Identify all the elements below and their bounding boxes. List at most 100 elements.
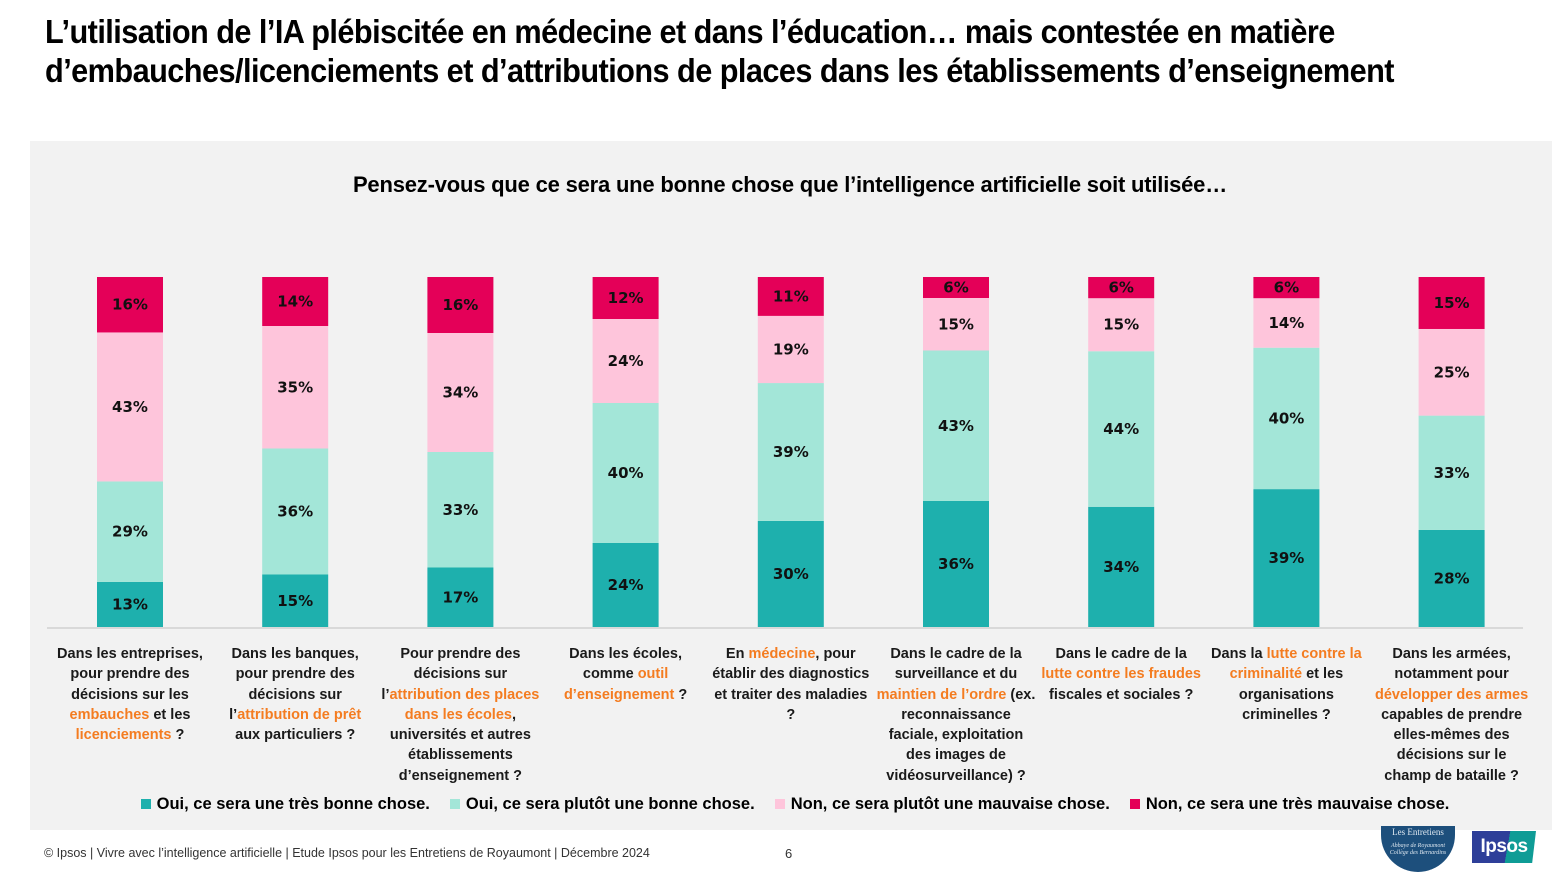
highlighted-text: développer des armes (1375, 686, 1529, 703)
legend-label: Non, ce sera plutôt une mauvaise chose. (790, 795, 1110, 813)
bar-segment (1088, 277, 1155, 299)
data-label: 39% (773, 443, 809, 461)
page-number: 6 (785, 846, 793, 861)
label-text: Dans la (1211, 646, 1267, 662)
highlighted-text: lutte contre les fraudes (1041, 666, 1201, 683)
data-label: 40% (608, 464, 644, 482)
data-label: 25% (1434, 363, 1470, 381)
data-label: 17% (442, 588, 478, 606)
ipsos-logo: Ipsos (1472, 831, 1536, 863)
highlighted-text: attribution de prêt (237, 706, 362, 723)
bar-segment (262, 574, 329, 627)
bar-segment (97, 581, 163, 627)
legend-item: Non, ce sera plutôt une mauvaise chose. (774, 795, 1110, 814)
bar-segment (427, 277, 494, 333)
bar-segment (1088, 506, 1155, 627)
bar-segment (262, 326, 329, 449)
data-label: 43% (112, 398, 148, 416)
category-label: Dans les armées, notamment pour développ… (1372, 644, 1532, 786)
data-label: 12% (608, 289, 644, 307)
legend-item: Oui, ce sera plutôt une bonne chose. (449, 795, 755, 814)
entretiens-logo-title: Les Entretiens (1392, 827, 1444, 837)
data-label: 29% (112, 523, 148, 541)
bar-segment (757, 277, 824, 316)
data-label: 15% (938, 315, 974, 333)
bar-segment (427, 333, 494, 452)
label-text: fiscales et sociales ? (1049, 686, 1194, 703)
highlighted-text: médecine (748, 646, 816, 662)
data-label: 33% (1434, 464, 1470, 482)
label-text: ? (171, 727, 185, 744)
data-label: 13% (112, 595, 148, 613)
chart-title: Pensez-vous que ce sera une bonne chose … (352, 172, 1228, 197)
bar-segment (427, 567, 494, 627)
label-text: Dans le cadre de la surveillance et du (890, 646, 1022, 683)
data-label: 36% (277, 503, 313, 521)
bar-segment (592, 543, 659, 627)
highlighted-text: licenciements (75, 727, 172, 744)
data-label: 6% (943, 279, 968, 297)
data-label: 24% (608, 352, 644, 370)
legend-label: Oui, ce sera plutôt une bonne chose. (465, 795, 755, 813)
bar-segment (757, 520, 824, 627)
bar-segment (592, 403, 659, 543)
entretiens-logo-subtitle: Abbaye de Royaumont Collège des Bernardi… (1389, 843, 1447, 856)
bar-segment (592, 319, 659, 403)
label-text: En (725, 646, 749, 662)
label-text: ? (674, 686, 688, 703)
category-label: Pour prendre des décisions sur l’attribu… (380, 644, 540, 786)
bar-segment (1253, 277, 1320, 299)
label-text: (ex. reconnaissance faciale, exploitatio… (886, 686, 1036, 784)
category-label: Dans le cadre de la surveillance et du m… (876, 644, 1036, 786)
bar-segment (97, 481, 163, 582)
bar-segment (923, 350, 989, 501)
bar-segment (923, 501, 989, 627)
legend-swatch-icon (1129, 799, 1140, 809)
bar-segment (1253, 298, 1320, 348)
highlighted-text: lutte contre la criminalité (1229, 646, 1362, 683)
category-label: En médecine, pour établir des diagnostic… (711, 644, 871, 725)
highlighted-text: embauches (69, 706, 150, 723)
highlighted-text: maintien de l’ordre (876, 686, 1007, 703)
bar-segment (757, 315, 824, 384)
data-label: 35% (277, 378, 313, 396)
data-label: 44% (1103, 420, 1139, 438)
bar-segment (97, 332, 163, 482)
bar-segment (1418, 277, 1485, 329)
category-label: Dans le cadre de la lutte contre les fra… (1041, 644, 1201, 705)
label-text: aux particuliers ? (235, 727, 356, 744)
bar-segment (592, 277, 659, 319)
bar-segment (1418, 415, 1485, 530)
page-title: L’utilisation de l’IA plébiscitée en méd… (45, 13, 1394, 89)
legend-label: Oui, ce sera une très bonne chose. (156, 795, 430, 813)
data-label: 11% (773, 287, 809, 305)
footer-source: © Ipsos | Vivre avec l’intelligence arti… (44, 846, 650, 860)
label-text: et les (149, 706, 191, 723)
category-label: Dans la lutte contre la criminalité et l… (1206, 644, 1366, 725)
data-label: 14% (1268, 314, 1304, 332)
bar-segment (757, 383, 824, 521)
bar-segment (1418, 328, 1485, 416)
category-label: Dans les banques, pour prendre des décis… (215, 644, 375, 745)
data-label: 40% (1268, 409, 1304, 427)
data-label: 36% (938, 555, 974, 573)
bar-segment (1253, 347, 1320, 490)
label-text: Dans les écoles, comme (569, 646, 683, 683)
data-label: 15% (1434, 294, 1470, 312)
legend-item: Non, ce sera une très mauvaise chose. (1129, 795, 1449, 814)
legend-swatch-icon (140, 799, 151, 809)
data-label: 14% (277, 293, 313, 311)
label-text: Dans les banques, pour prendre des décis… (229, 646, 359, 723)
highlighted-text: attribution des places dans les écoles (389, 686, 540, 723)
bar-segment (1088, 351, 1155, 507)
data-label: 16% (442, 296, 478, 314)
bar-segment (427, 452, 494, 568)
label-text: Dans les entreprises, pour prendre des d… (57, 646, 203, 703)
highlighted-text: outil d’enseignement (563, 666, 675, 703)
data-label: 24% (608, 576, 644, 594)
data-label: 16% (112, 296, 148, 314)
data-label: 34% (1103, 558, 1139, 576)
label-text: Pour prendre des décisions sur l’ (381, 646, 521, 703)
legend-swatch-icon (774, 799, 785, 809)
